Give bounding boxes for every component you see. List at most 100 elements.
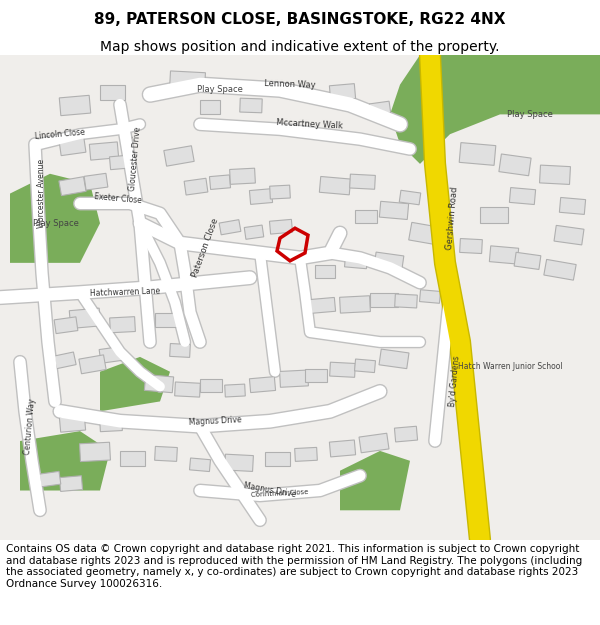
- Polygon shape: [59, 138, 86, 156]
- Text: Play Space: Play Space: [197, 85, 243, 94]
- Text: Play Space: Play Space: [33, 219, 79, 228]
- Polygon shape: [69, 308, 101, 329]
- Polygon shape: [244, 225, 264, 239]
- Text: Map shows position and indicative extent of the property.: Map shows position and indicative extent…: [100, 39, 500, 54]
- Polygon shape: [145, 374, 173, 392]
- Text: Hatchwarren Lane: Hatchwarren Lane: [90, 287, 160, 298]
- Text: Hatch Warren Junior School: Hatch Warren Junior School: [458, 362, 562, 371]
- Polygon shape: [209, 175, 230, 189]
- Polygon shape: [224, 454, 253, 471]
- Text: Worcester Avenue: Worcester Avenue: [37, 159, 47, 228]
- Polygon shape: [329, 84, 356, 101]
- Polygon shape: [80, 442, 110, 462]
- Polygon shape: [350, 174, 376, 189]
- Polygon shape: [200, 379, 222, 391]
- Polygon shape: [59, 95, 91, 116]
- Polygon shape: [59, 177, 86, 196]
- Polygon shape: [84, 173, 108, 190]
- Polygon shape: [155, 313, 177, 328]
- Text: Gershwin Road: Gershwin Road: [445, 186, 459, 250]
- Polygon shape: [509, 188, 536, 204]
- Polygon shape: [344, 255, 367, 269]
- Polygon shape: [269, 185, 290, 199]
- Polygon shape: [99, 346, 123, 363]
- Polygon shape: [399, 190, 421, 205]
- Polygon shape: [379, 201, 409, 219]
- Polygon shape: [419, 290, 440, 303]
- Polygon shape: [109, 155, 131, 169]
- Polygon shape: [224, 384, 245, 397]
- Polygon shape: [100, 85, 125, 99]
- Polygon shape: [250, 189, 272, 204]
- Polygon shape: [329, 440, 356, 457]
- Polygon shape: [219, 219, 241, 235]
- Polygon shape: [100, 417, 122, 432]
- Polygon shape: [295, 448, 317, 461]
- Text: Magnus Drive: Magnus Drive: [243, 481, 297, 499]
- Polygon shape: [120, 451, 145, 466]
- Polygon shape: [310, 298, 335, 313]
- Polygon shape: [329, 362, 355, 378]
- Polygon shape: [394, 426, 418, 442]
- Polygon shape: [305, 369, 327, 382]
- Text: Centurion Way: Centurion Way: [23, 398, 37, 454]
- Polygon shape: [390, 55, 600, 164]
- Polygon shape: [374, 252, 404, 269]
- Polygon shape: [315, 265, 335, 278]
- Text: Gloucester Drive: Gloucester Drive: [128, 126, 142, 191]
- Polygon shape: [240, 98, 262, 112]
- Polygon shape: [170, 71, 205, 91]
- Polygon shape: [409, 222, 446, 246]
- Polygon shape: [54, 352, 76, 369]
- Polygon shape: [170, 344, 190, 357]
- Polygon shape: [395, 294, 418, 308]
- Polygon shape: [340, 296, 370, 313]
- Text: 89, PATERSON CLOSE, BASINGSTOKE, RG22 4NX: 89, PATERSON CLOSE, BASINGSTOKE, RG22 4N…: [94, 12, 506, 27]
- Polygon shape: [355, 359, 376, 372]
- Polygon shape: [355, 211, 377, 223]
- Text: Exeter Close: Exeter Close: [94, 192, 142, 205]
- Polygon shape: [265, 452, 290, 466]
- Polygon shape: [340, 451, 410, 510]
- Polygon shape: [514, 253, 541, 269]
- Polygon shape: [164, 146, 194, 166]
- Polygon shape: [59, 476, 83, 491]
- Polygon shape: [54, 317, 78, 334]
- Polygon shape: [155, 446, 178, 461]
- Text: By'd Gardens: By'd Gardens: [448, 356, 462, 408]
- Polygon shape: [359, 433, 389, 452]
- Polygon shape: [559, 198, 586, 214]
- Polygon shape: [544, 259, 576, 280]
- Polygon shape: [190, 458, 211, 471]
- Polygon shape: [89, 142, 119, 160]
- Polygon shape: [269, 219, 293, 234]
- Polygon shape: [79, 355, 106, 374]
- Polygon shape: [184, 178, 208, 195]
- Polygon shape: [370, 292, 398, 308]
- Polygon shape: [460, 239, 482, 254]
- Text: Paterson Close: Paterson Close: [190, 217, 220, 279]
- Polygon shape: [100, 357, 170, 411]
- Polygon shape: [280, 370, 308, 388]
- Polygon shape: [554, 226, 584, 245]
- Polygon shape: [499, 154, 531, 176]
- Text: Mccartney Walk: Mccartney Walk: [277, 118, 344, 131]
- Polygon shape: [20, 431, 110, 491]
- Polygon shape: [230, 168, 256, 184]
- Polygon shape: [110, 317, 136, 332]
- Polygon shape: [539, 165, 571, 184]
- Text: Corinthian Close: Corinthian Close: [251, 489, 309, 498]
- Text: Lennon Way: Lennon Way: [264, 79, 316, 90]
- Polygon shape: [200, 99, 220, 114]
- Text: Play Space: Play Space: [507, 110, 553, 119]
- Polygon shape: [175, 382, 200, 397]
- Polygon shape: [250, 377, 275, 392]
- Polygon shape: [10, 174, 100, 263]
- Polygon shape: [39, 471, 61, 487]
- Text: Contains OS data © Crown copyright and database right 2021. This information is : Contains OS data © Crown copyright and d…: [6, 544, 582, 589]
- Polygon shape: [490, 246, 518, 264]
- Polygon shape: [319, 176, 350, 195]
- Text: Lincoln Close: Lincoln Close: [35, 127, 85, 141]
- Polygon shape: [480, 208, 508, 223]
- Text: Magnus Drive: Magnus Drive: [188, 416, 242, 427]
